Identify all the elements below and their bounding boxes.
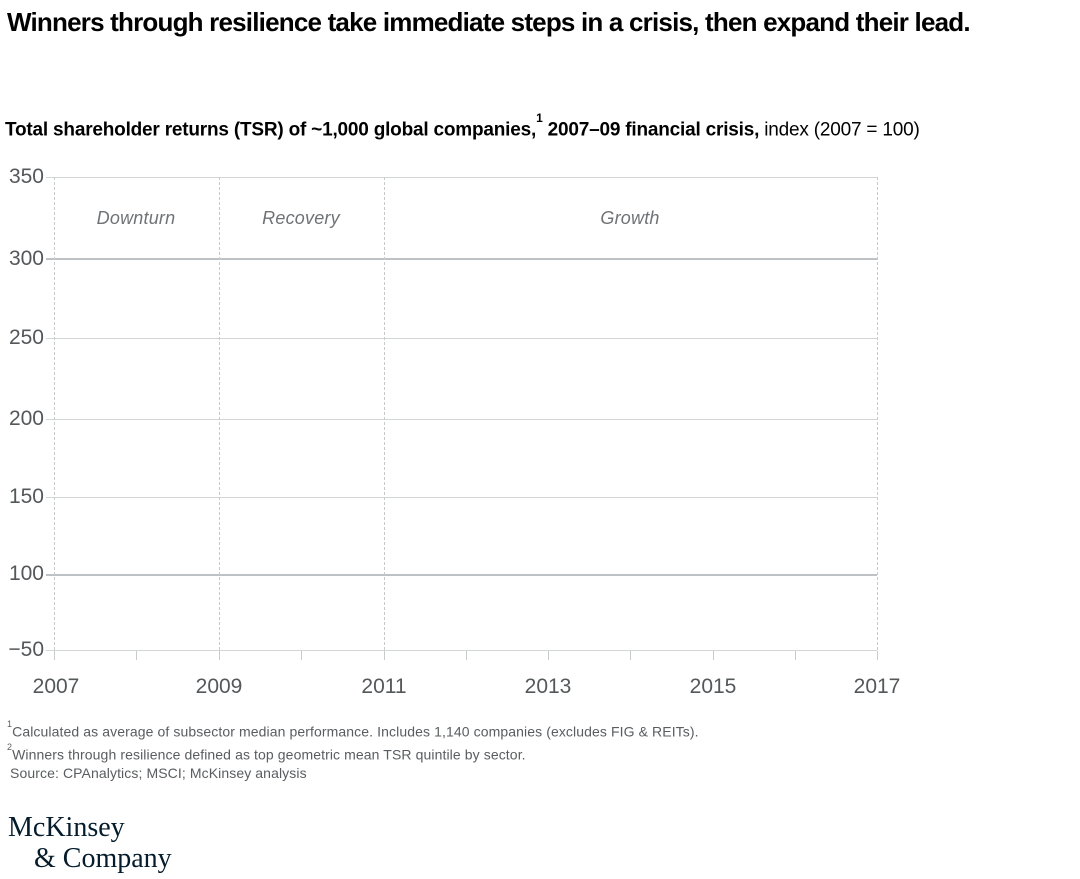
gridline-200 (46, 419, 877, 420)
mckinsey-logo: McKinsey & Company (8, 812, 172, 874)
phase-label-downturn: Downturn (96, 208, 176, 228)
y-tick-label: 250 (8, 326, 44, 349)
x-tick-label: 2013 (524, 675, 572, 698)
source-line: Source: CPAnalytics; MSCI; McKinsey anal… (10, 765, 307, 782)
x-tick-label: 2017 (853, 675, 901, 698)
footnote-2-marker: 2 (7, 741, 13, 752)
gridline-250 (46, 338, 877, 339)
y-tick-label: 150 (8, 485, 44, 508)
footnote-1-marker: 1 (7, 719, 13, 729)
x-tick (219, 651, 220, 660)
y-tick-label: 200 (8, 407, 44, 430)
phase-divider-2009 (219, 177, 220, 650)
x-tick-label: 2015 (689, 675, 737, 698)
y-tick-label: 350 (8, 165, 44, 188)
phase-label-growth: Growth (600, 208, 660, 228)
footnotes: 1Calculated as average of subsector medi… (7, 719, 699, 783)
gridline-150 (46, 497, 877, 498)
x-tick (54, 651, 55, 660)
phase-divider-2017 (877, 177, 878, 650)
phase-divider-2007 (54, 177, 55, 650)
gridline-300 (46, 258, 877, 260)
x-tick-label: 2011 (361, 675, 407, 698)
subtitle-unit-label: index (2007 = 100) (759, 119, 920, 141)
footnote-2-text: Winners through resilience defined as to… (12, 746, 526, 763)
y-tick-label: 100 (8, 562, 44, 585)
x-tick (630, 651, 631, 660)
x-tick (548, 651, 549, 660)
page-title: Winners through resilience take immediat… (7, 7, 971, 37)
gridline-350 (46, 177, 877, 178)
x-axis-line (46, 650, 877, 651)
x-tick (713, 651, 714, 660)
logo-line2: & Company (34, 843, 172, 874)
x-tick (384, 651, 385, 660)
subtitle-footnote-marker: 1 (536, 111, 543, 125)
x-tick (795, 651, 796, 660)
footnote-1-text: Calculated as average of subsector media… (12, 723, 699, 740)
y-tick-label: 300 (8, 247, 44, 270)
phase-divider-2011 (384, 177, 385, 650)
x-tick (877, 651, 878, 660)
subtitle-bold-tail: 2007–09 financial crisis, (542, 119, 760, 141)
x-tick (301, 651, 302, 660)
phase-label-recovery: Recovery (262, 208, 340, 228)
y-tick-label: −50 (8, 638, 44, 661)
logo-line1: McKinsey (8, 812, 125, 843)
footnote-2: 2Winners through resilience defined as t… (7, 742, 699, 765)
footnote-1: 1Calculated as average of subsector medi… (7, 719, 699, 742)
gridline-100 (46, 574, 877, 576)
x-tick (466, 651, 467, 660)
subtitle-bold-lead: Total shareholder returns (TSR) of ~1,00… (5, 119, 537, 141)
chart-subtitle: Total shareholder returns (TSR) of ~1,00… (5, 111, 1080, 143)
x-tick-label: 2009 (195, 675, 243, 698)
x-tick (136, 651, 137, 660)
x-tick-label: 2007 (32, 675, 80, 698)
